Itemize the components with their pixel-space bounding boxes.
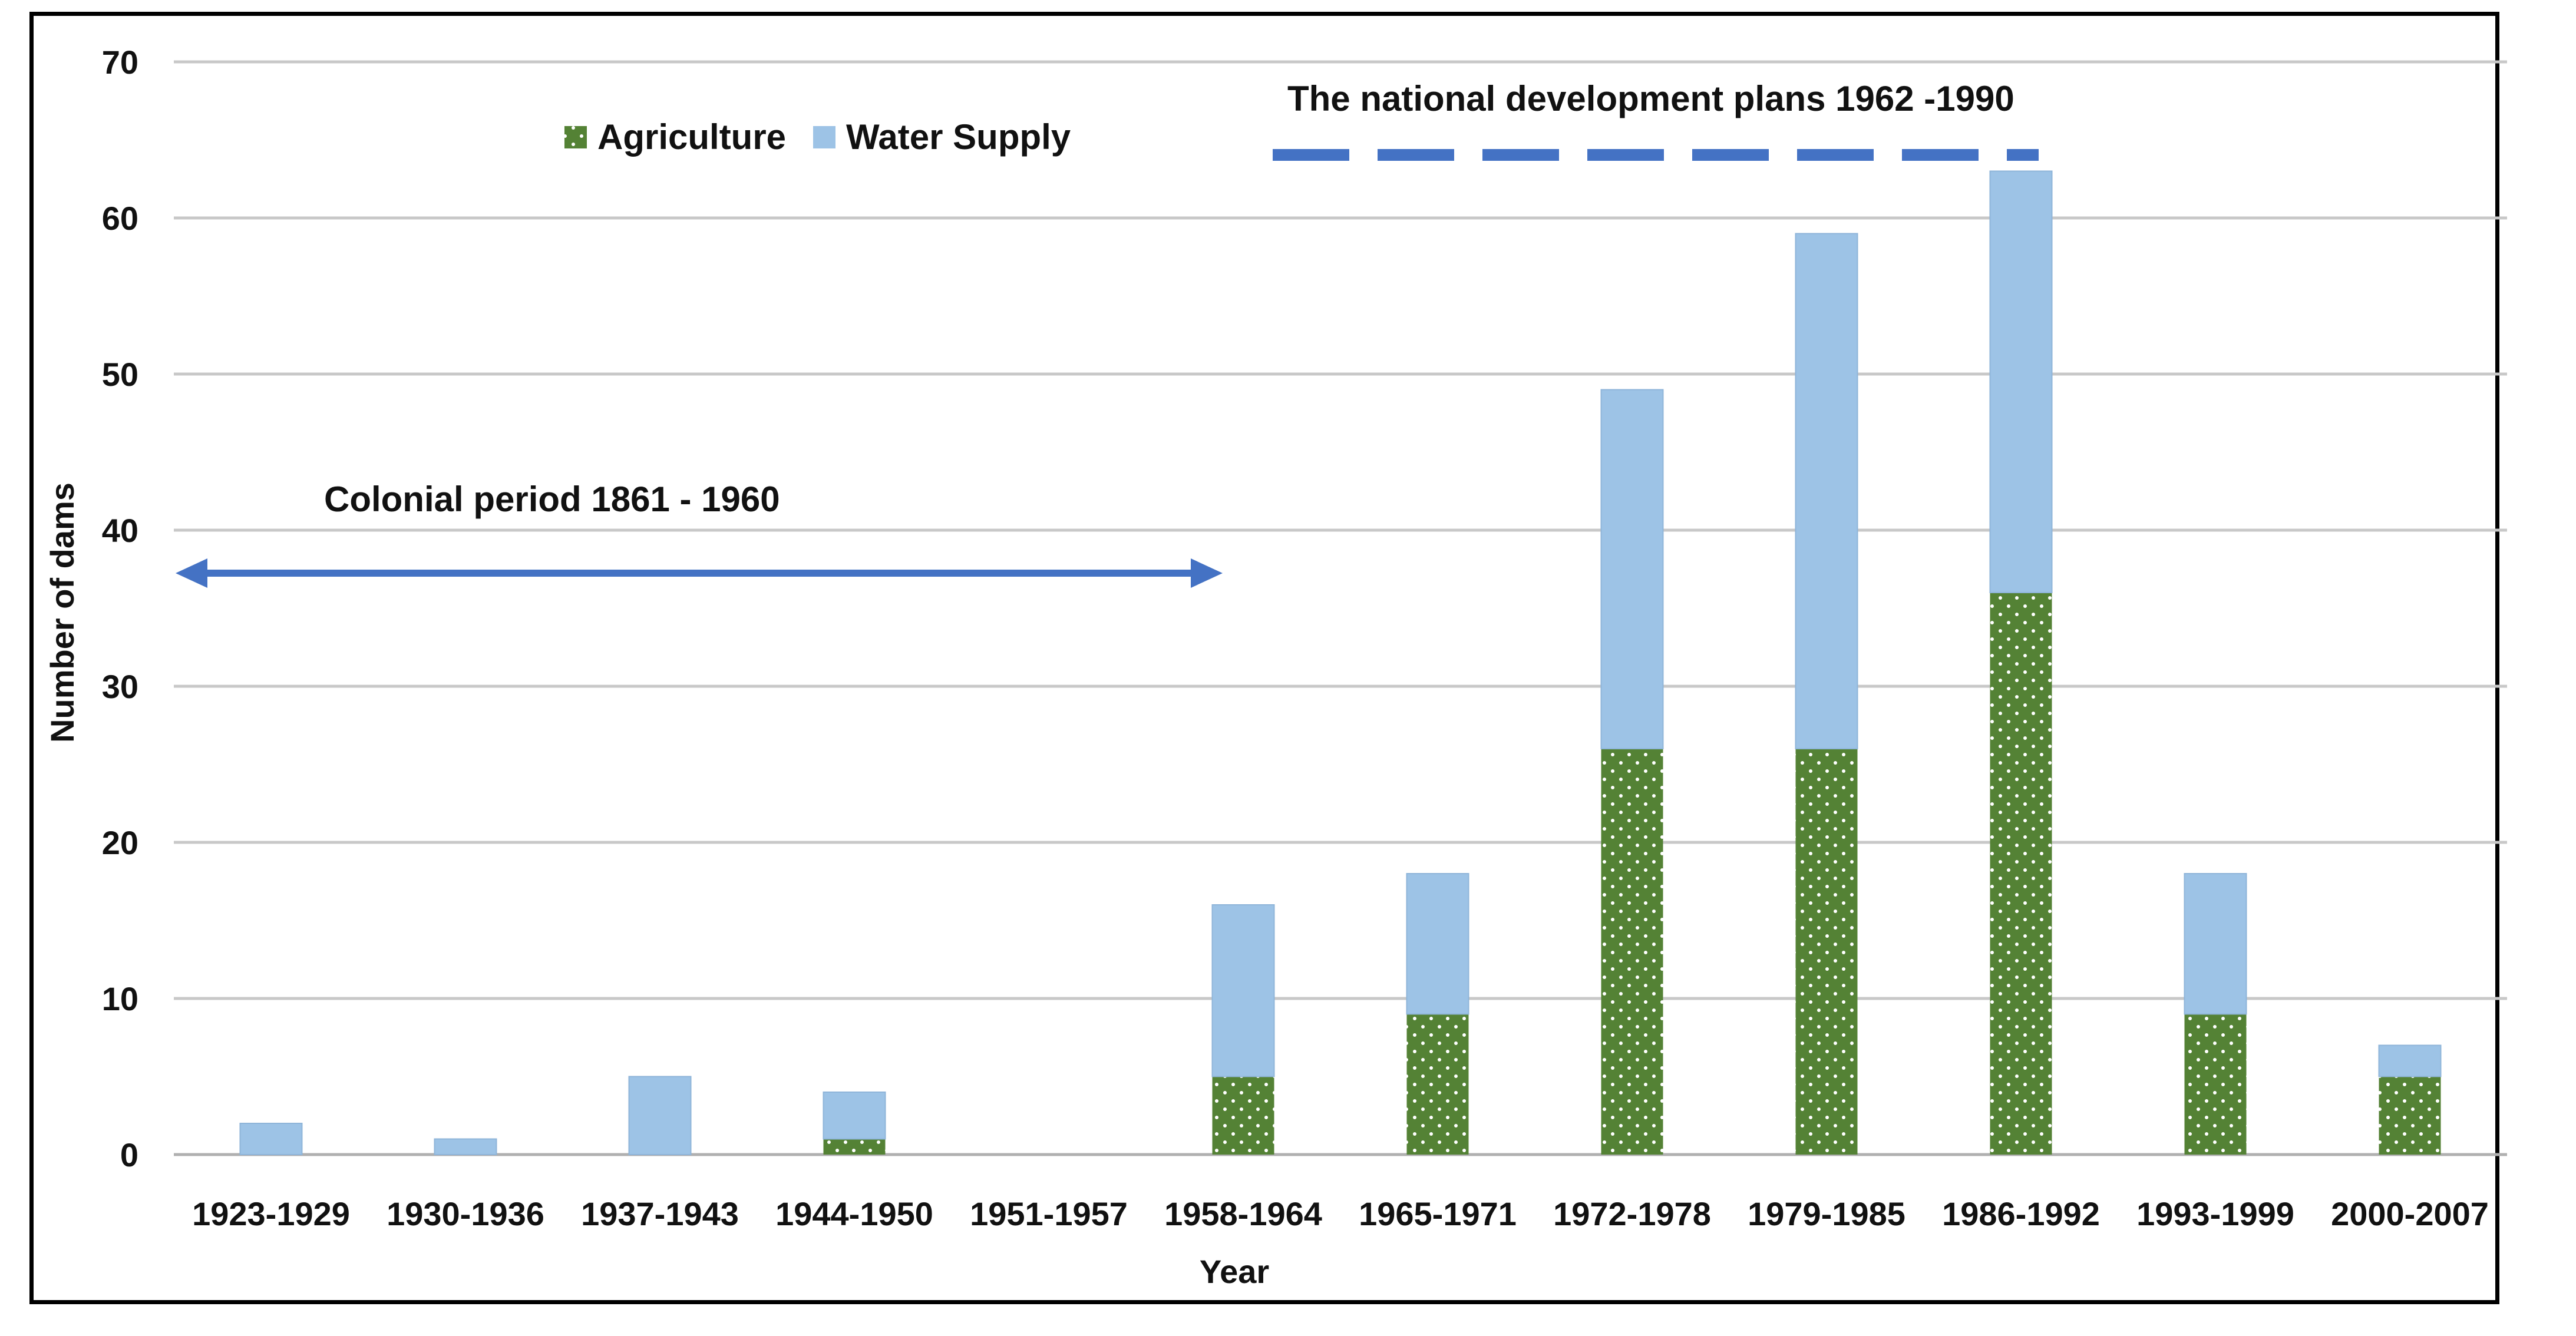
legend-swatch-agriculture	[564, 126, 587, 148]
x-tick-label: 1986-1992	[1942, 1195, 2100, 1232]
bar-agriculture-1944-1950	[823, 1139, 886, 1155]
chart-frame	[29, 12, 2499, 1304]
bar-water-supply-1930-1936	[434, 1138, 497, 1155]
y-tick-label: 20	[102, 824, 138, 861]
y-tick-labels: 0 10 20 30 40 50 60 70	[102, 44, 138, 1173]
y-axis-title: Number of dams	[44, 482, 81, 743]
legend: Agriculture Water Supply	[564, 117, 1071, 157]
bar-water-supply-1965-1971	[1406, 873, 1469, 1015]
x-tick-label: 1930-1936	[387, 1195, 544, 1232]
bar-agriculture-1986-1992	[1990, 593, 2052, 1155]
legend-label-water-supply: Water Supply	[846, 117, 1071, 157]
x-tick-label: 2000-2007	[2331, 1195, 2489, 1232]
bar-water-supply-1986-1992	[1989, 170, 2053, 593]
bar-agriculture-1972-1978	[1601, 749, 1663, 1155]
national-plans-annotation: The national development plans 1962 -199…	[1273, 79, 2039, 161]
bar-water-supply-1923-1929	[239, 1123, 303, 1155]
x-tick-labels: 1923-1929 1930-1936 1937-1943 1944-1950 1951…	[192, 1195, 2489, 1232]
x-tick-label: 1958-1964	[1164, 1195, 1322, 1232]
bars	[239, 170, 2442, 1155]
bar-water-supply-1944-1950	[823, 1092, 886, 1140]
gridlines	[174, 60, 2507, 1156]
colonial-period-arrow-left-head	[176, 558, 207, 588]
colonial-period-arrow-right-head	[1191, 558, 1223, 588]
bar-water-supply-1958-1964	[1211, 904, 1275, 1077]
national-plans-label: The national development plans 1962 -199…	[1287, 79, 2014, 118]
x-tick-label: 1972-1978	[1553, 1195, 1711, 1232]
x-tick-label: 1965-1971	[1359, 1195, 1517, 1232]
bar-agriculture-1965-1971	[1406, 1014, 1469, 1155]
x-tick-label: 1951-1957	[970, 1195, 1128, 1232]
bar-water-supply-1937-1943	[628, 1076, 692, 1155]
x-tick-label: 1937-1943	[581, 1195, 739, 1232]
y-tick-label: 60	[102, 200, 138, 237]
y-tick-label: 0	[120, 1136, 138, 1173]
y-tick-label: 50	[102, 356, 138, 393]
legend-label-agriculture: Agriculture	[597, 117, 786, 157]
x-axis-title: Year	[1200, 1253, 1269, 1290]
colonial-period-annotation: Colonial period 1861 - 1960	[176, 479, 1223, 588]
y-tick-label: 30	[102, 668, 138, 705]
bar-agriculture-2000-2007	[2379, 1076, 2441, 1155]
x-tick-label: 1993-1999	[2136, 1195, 2294, 1232]
y-tick-label: 10	[102, 980, 138, 1017]
bar-water-supply-2000-2007	[2378, 1044, 2442, 1077]
bar-water-supply-1993-1999	[2184, 873, 2247, 1015]
colonial-period-label: Colonial period 1861 - 1960	[324, 479, 780, 519]
x-tick-label: 1944-1950	[775, 1195, 933, 1232]
y-tick-label: 70	[102, 44, 138, 81]
bar-agriculture-1979-1985	[1795, 749, 1858, 1155]
x-tick-label: 1923-1929	[192, 1195, 350, 1232]
bar-water-supply-1972-1978	[1600, 389, 1664, 749]
bar-agriculture-1993-1999	[2184, 1014, 2247, 1155]
x-tick-label: 1979-1985	[1748, 1195, 1905, 1232]
bar-agriculture-1958-1964	[1212, 1076, 1274, 1155]
bar-water-supply-1979-1985	[1795, 233, 1858, 749]
y-tick-label: 40	[102, 512, 138, 549]
legend-swatch-water-supply	[813, 126, 835, 148]
